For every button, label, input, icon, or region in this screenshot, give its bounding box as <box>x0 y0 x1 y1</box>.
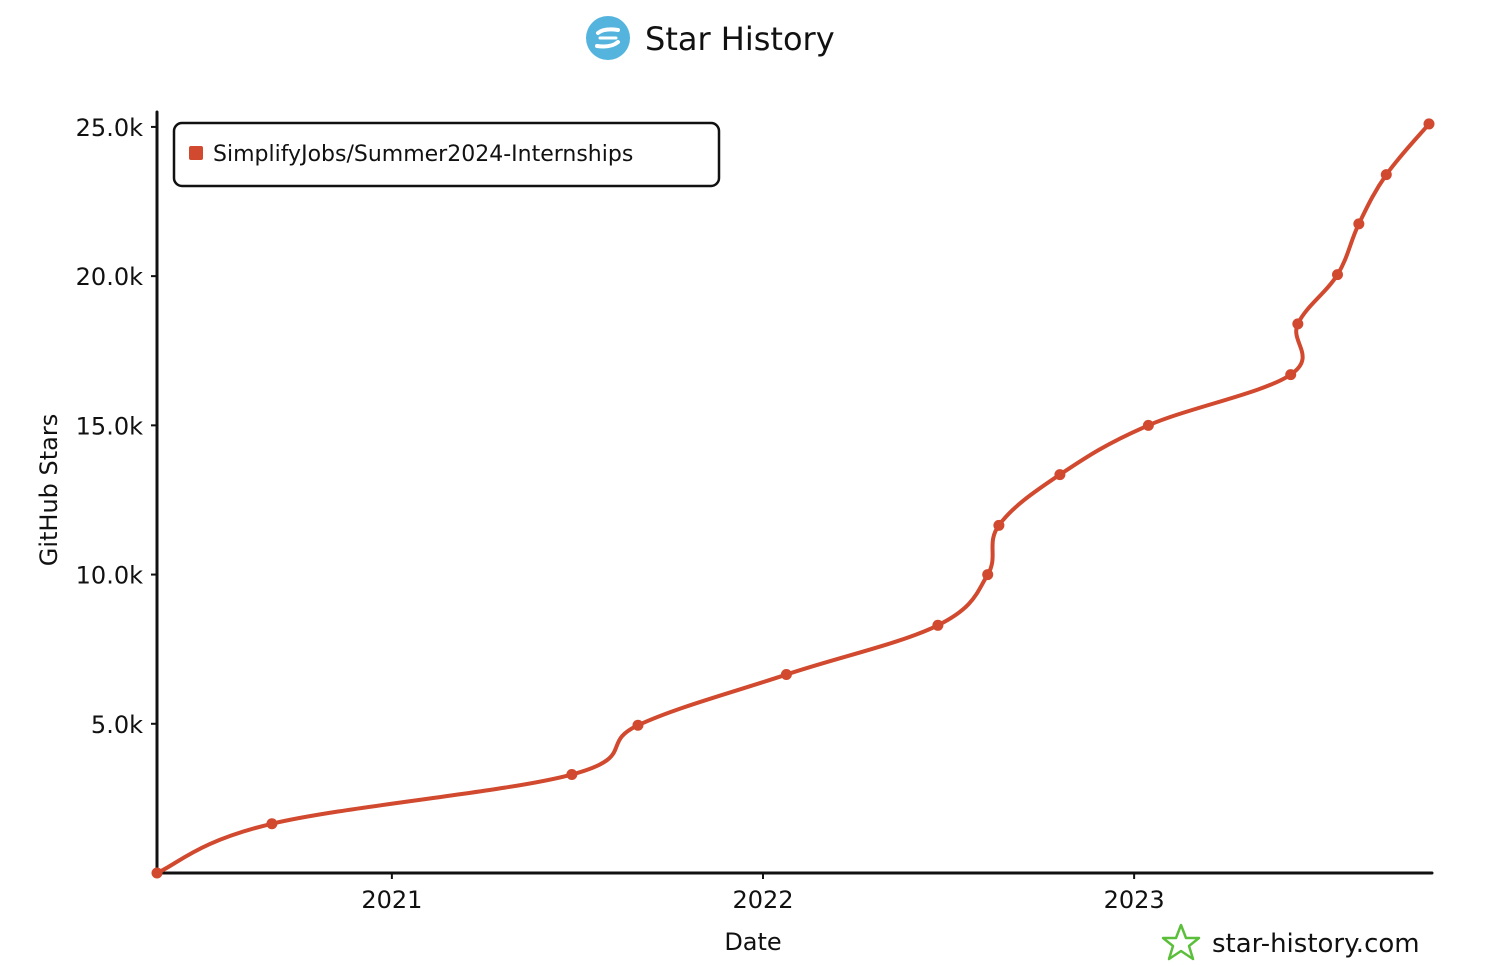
x-axis-ticks: 2021 2022 2023 <box>361 873 1165 914</box>
data-point[interactable] <box>566 769 578 781</box>
data-point[interactable] <box>151 867 163 879</box>
data-point[interactable] <box>1331 269 1343 281</box>
chart-title: Star History <box>645 20 835 58</box>
data-point[interactable] <box>932 619 944 631</box>
data-point[interactable] <box>1380 169 1392 181</box>
series-layer <box>151 118 1435 879</box>
legend: SimplifyJobs/Summer2024-Internships <box>172 121 721 188</box>
star-outline-icon <box>1161 923 1201 961</box>
x-axis-label: Date <box>724 928 781 956</box>
data-point[interactable] <box>1353 218 1365 230</box>
data-point[interactable] <box>780 669 792 681</box>
y-tick-label: 25.0k <box>76 114 143 142</box>
x-tick-label: 2021 <box>361 886 422 914</box>
legend-box <box>172 121 721 188</box>
data-point[interactable] <box>1285 369 1297 381</box>
data-point[interactable] <box>1423 118 1435 130</box>
chart-header: Star History <box>586 16 835 60</box>
watermark-text: star-history.com <box>1212 929 1420 959</box>
y-axis-label: GitHub Stars <box>35 414 63 567</box>
data-point[interactable] <box>993 519 1005 531</box>
data-point[interactable] <box>982 569 994 581</box>
x-tick-label: 2023 <box>1104 886 1165 914</box>
x-tick-label: 2022 <box>732 886 793 914</box>
data-point[interactable] <box>1142 419 1154 431</box>
series-line <box>155 121 1431 875</box>
y-tick-label: 10.0k <box>76 562 143 590</box>
y-axis-ticks: 5.0k 10.0k 15.0k 20.0k 25.0k <box>76 114 157 739</box>
y-tick-label: 5.0k <box>91 711 143 739</box>
y-tick-label: 20.0k <box>76 263 143 291</box>
data-point[interactable] <box>1054 469 1066 481</box>
legend-swatch <box>189 146 203 160</box>
watermark: star-history.com <box>1161 923 1420 961</box>
legend-label: SimplifyJobs/Summer2024-Internships <box>213 142 633 167</box>
data-point[interactable] <box>266 818 278 830</box>
data-point[interactable] <box>1292 318 1304 330</box>
data-point[interactable] <box>632 719 644 731</box>
axes: 5.0k 10.0k 15.0k 20.0k 25.0k 2021 2022 2023 Gi… <box>35 110 1434 956</box>
y-tick-label: 15.0k <box>76 412 143 440</box>
star-history-logo-icon <box>586 16 630 60</box>
